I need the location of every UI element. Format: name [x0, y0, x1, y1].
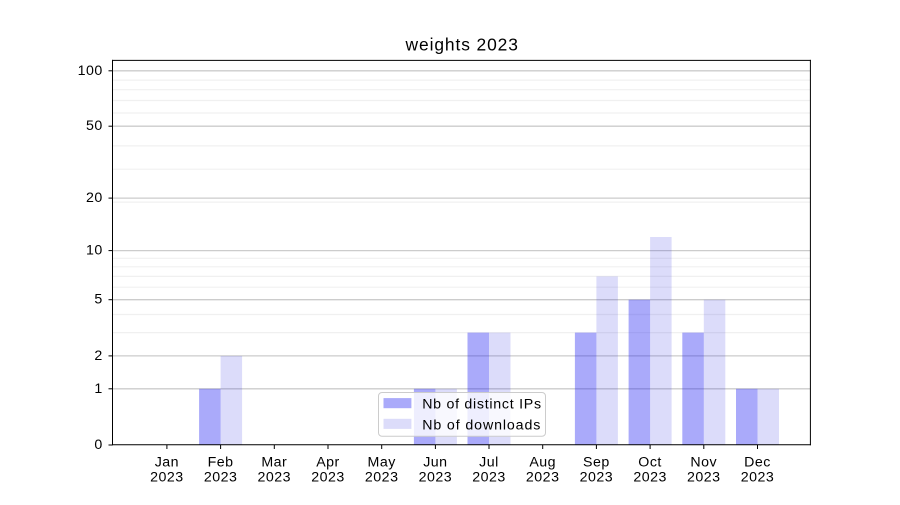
svg-text:20: 20: [86, 190, 103, 206]
svg-text:Nov: Nov: [690, 454, 717, 470]
svg-text:2023: 2023: [741, 470, 775, 486]
svg-text:Jun: Jun: [423, 454, 447, 470]
svg-text:Sep: Sep: [583, 454, 610, 470]
svg-text:2023: 2023: [526, 470, 560, 486]
svg-text:May: May: [368, 454, 397, 470]
svg-text:Dec: Dec: [744, 454, 771, 470]
svg-text:2023: 2023: [472, 470, 506, 486]
svg-text:Oct: Oct: [638, 454, 662, 470]
svg-text:2023: 2023: [258, 470, 292, 486]
svg-text:2023: 2023: [687, 470, 721, 486]
svg-text:Aug: Aug: [529, 454, 556, 470]
svg-text:2023: 2023: [311, 470, 345, 486]
svg-text:Jan: Jan: [155, 454, 179, 470]
svg-text:1: 1: [94, 381, 102, 397]
svg-text:Jul: Jul: [479, 454, 499, 470]
svg-text:2023: 2023: [580, 470, 614, 486]
svg-text:Mar: Mar: [261, 454, 287, 470]
svg-text:2023: 2023: [150, 470, 184, 486]
svg-text:5: 5: [94, 292, 102, 308]
svg-text:10: 10: [86, 243, 103, 259]
svg-text:2023: 2023: [204, 470, 238, 486]
svg-text:100: 100: [78, 63, 103, 79]
svg-text:50: 50: [86, 118, 103, 134]
svg-text:2: 2: [94, 348, 102, 364]
svg-text:Nb of distinct IPs: Nb of distinct IPs: [422, 397, 542, 413]
svg-text:Apr: Apr: [316, 454, 340, 470]
svg-text:2023: 2023: [633, 470, 667, 486]
svg-text:weights 2023: weights 2023: [405, 34, 519, 54]
svg-text:Nb of downloads: Nb of downloads: [422, 418, 541, 434]
svg-text:0: 0: [94, 437, 102, 453]
svg-text:2023: 2023: [419, 470, 453, 486]
svg-text:Feb: Feb: [208, 454, 234, 470]
svg-text:2023: 2023: [365, 470, 399, 486]
